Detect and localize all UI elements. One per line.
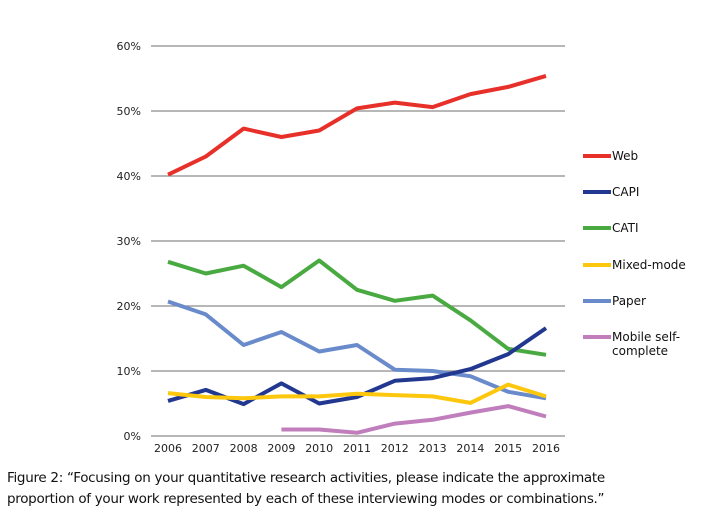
y-tick-label: 40% — [117, 170, 141, 183]
legend-label: CATI — [612, 221, 639, 235]
legend-item-mixed-mode: Mixed-mode — [583, 258, 686, 272]
legend-item-mobile-self-complete: Mobile self-complete — [583, 330, 680, 358]
x-tick-label: 2016 — [532, 442, 560, 455]
legend: Web CAPI CATI Mixed-mode Paper Mobile self-co… — [583, 149, 686, 358]
y-tick-label: 10% — [117, 365, 141, 378]
y-tick-label: 50% — [117, 105, 141, 118]
legend-label: complete — [612, 344, 668, 358]
y-tick-label: 30% — [117, 235, 141, 248]
x-tick-label: 2010 — [305, 442, 333, 455]
legend-item-cati: CATI — [583, 221, 639, 235]
series-line-paper — [167, 299, 547, 401]
x-tick-label: 2006 — [154, 442, 182, 455]
y-tick-label: 60% — [117, 40, 141, 53]
series-lines — [167, 73, 548, 435]
x-tick-label: 2007 — [192, 442, 220, 455]
series-line-mixed-mode — [167, 382, 547, 405]
legend-label: CAPI — [612, 185, 639, 199]
legend-label: Paper — [612, 294, 646, 308]
figure-caption: Figure 2: “Focusing on your quantitative… — [7, 468, 697, 510]
y-tick-label: 20% — [117, 300, 141, 313]
caption-line-1: Figure 2: “Focusing on your quantitative… — [7, 470, 605, 486]
gridlines — [151, 45, 565, 437]
y-tick-label: 0% — [124, 430, 141, 443]
x-tick-label: 2009 — [267, 442, 295, 455]
x-tick-label: 2015 — [494, 442, 522, 455]
x-tick-label: 2013 — [419, 442, 447, 455]
legend-item-capi: CAPI — [583, 185, 639, 199]
y-axis-ticks: 0% 10% 20% 30% 40% 50% 60% — [117, 40, 141, 443]
x-axis-ticks: 2006 2007 2008 2009 2010 2011 2012 2013 2014 2015… — [154, 442, 560, 455]
legend-label: Mobile self- — [612, 330, 680, 344]
x-tick-label: 2008 — [230, 442, 258, 455]
series-line-cati — [167, 258, 547, 357]
series-line-mobile-self-complete — [281, 404, 547, 435]
legend-label: Mixed-mode — [612, 258, 686, 272]
legend-item-paper: Paper — [583, 294, 646, 308]
legend-label: Web — [612, 149, 638, 163]
line-chart: 0% 10% 20% 30% 40% 50% 60% 2006 2007 2008 2009 201… — [117, 40, 686, 455]
x-tick-label: 2012 — [381, 442, 409, 455]
caption-line-2: proportion of your work represented by e… — [7, 491, 605, 507]
x-tick-label: 2011 — [343, 442, 371, 455]
series-line-web — [167, 73, 547, 177]
legend-item-web: Web — [583, 149, 638, 163]
x-tick-label: 2014 — [456, 442, 484, 455]
